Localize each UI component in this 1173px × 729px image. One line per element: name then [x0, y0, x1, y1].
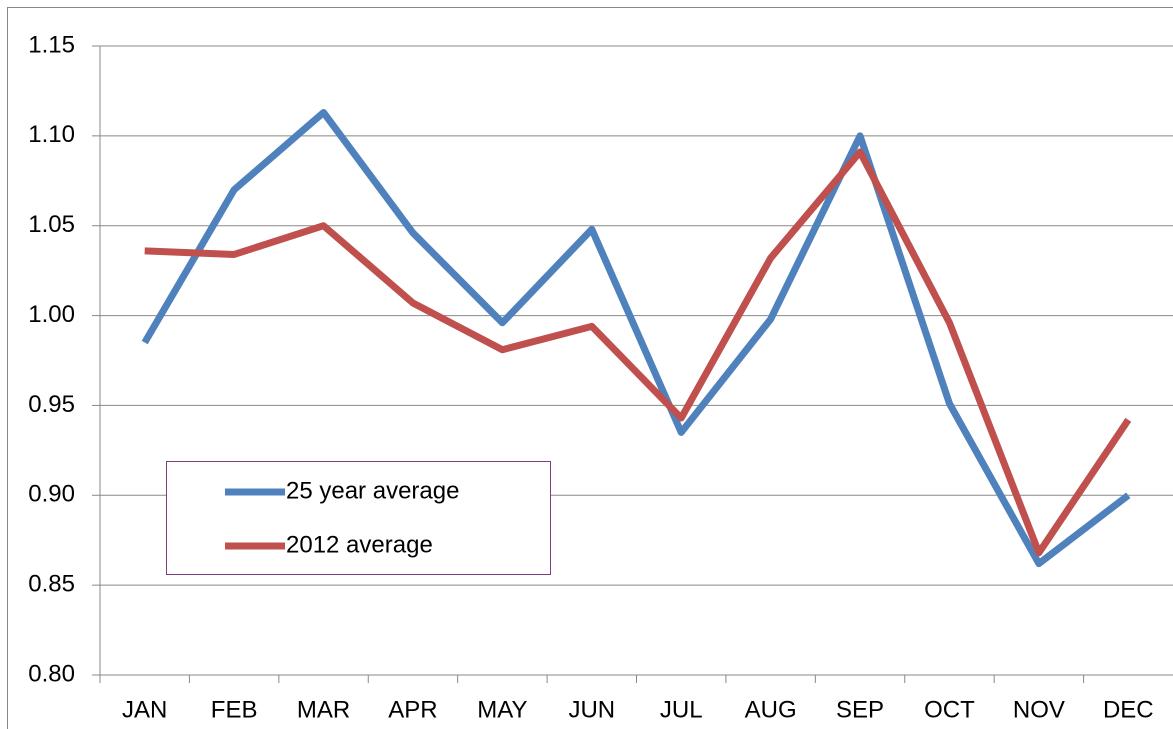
series-line [144, 148, 1132, 557]
x-tick-label: FEB [211, 696, 258, 723]
x-tick-label: AUG [745, 696, 797, 723]
x-tick-label: DEC [1103, 696, 1154, 723]
chart-border [7, 7, 1173, 729]
legend [166, 461, 551, 575]
y-tick-label: 0.95 [28, 391, 75, 418]
y-tick-label: 1.10 [28, 121, 75, 148]
y-tick-label: 1.05 [28, 211, 75, 238]
x-tick-label: JAN [122, 696, 167, 723]
y-tick-label: 0.90 [28, 481, 75, 508]
x-tick-label: MAY [477, 696, 527, 723]
y-tick-label: 1.00 [28, 301, 75, 328]
x-tick-label: SEP [836, 696, 884, 723]
x-tick-label: JUL [660, 696, 703, 723]
series-line [141, 108, 1131, 568]
legend-label: 2012 average [286, 531, 433, 558]
y-tick-label: 0.85 [28, 570, 75, 597]
legend-label: 25 year average [286, 477, 459, 504]
x-tick-label: JUN [568, 696, 615, 723]
x-tick-label: MAR [297, 696, 350, 723]
x-tick-label: OCT [924, 696, 975, 723]
y-tick-label: 0.80 [28, 660, 75, 687]
x-tick-label: NOV [1013, 696, 1065, 723]
y-tick-label: 1.15 [28, 31, 75, 58]
x-tick-label: APR [388, 696, 437, 723]
